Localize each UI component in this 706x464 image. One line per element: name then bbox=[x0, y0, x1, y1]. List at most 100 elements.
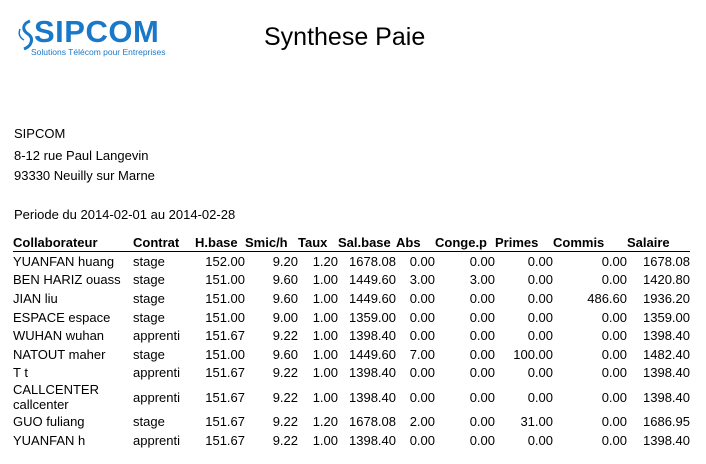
table-row: T t apprenti 151.67 9.22 1.00 1398.40 0.00 0.00… bbox=[13, 364, 690, 383]
col-header: Smic/h bbox=[245, 234, 298, 252]
table-row: ESPACE espace stage 151.00 9.00 1.00 1359.00 0… bbox=[13, 308, 690, 327]
table-cell: apprenti bbox=[133, 389, 180, 405]
table-cell: 1.00 bbox=[312, 389, 338, 405]
table-row: WUHAN wuhan apprenti 151.67 9.22 1.00 1398.40… bbox=[13, 326, 690, 345]
table-header-row: Collaborateur Contrat H.base Smic/h Taux… bbox=[13, 234, 690, 252]
payroll-table: Collaborateur Contrat H.base Smic/h Taux… bbox=[13, 234, 690, 449]
table-cell: 9.00 bbox=[272, 309, 298, 325]
logo-tagline: Solutions Télécom pour Entreprises bbox=[31, 47, 166, 57]
table-cell: 1.00 bbox=[312, 290, 338, 306]
table-cell: 0.00 bbox=[601, 365, 627, 381]
table-cell: 151.00 bbox=[205, 346, 245, 362]
col-header: Collaborateur bbox=[13, 234, 133, 252]
table-cell: 0.00 bbox=[469, 365, 495, 381]
table-cell: 1359.00 bbox=[349, 309, 396, 325]
table-cell: 0.00 bbox=[527, 365, 553, 381]
table-cell: 9.60 bbox=[272, 290, 298, 306]
table-cell: 1449.60 bbox=[349, 290, 396, 306]
table-cell: 1482.40 bbox=[643, 346, 690, 362]
table-cell: 0.00 bbox=[409, 432, 435, 448]
table-cell: 1.00 bbox=[312, 365, 338, 381]
table-row: CALLCENTER callcenter apprenti 151.67 9.22 1… bbox=[13, 382, 690, 412]
table-cell: WUHAN wuhan bbox=[13, 328, 105, 344]
table-cell: 9.22 bbox=[272, 389, 298, 405]
table-cell: 1.00 bbox=[312, 272, 338, 288]
table-cell: 2.00 bbox=[409, 413, 435, 429]
table-cell: 100.00 bbox=[513, 346, 553, 362]
table-cell: 0.00 bbox=[601, 413, 627, 429]
col-header: Conge.p bbox=[435, 234, 495, 252]
table-cell: 1678.08 bbox=[643, 253, 690, 269]
col-header: Commis bbox=[553, 234, 627, 252]
table-cell: 1.00 bbox=[312, 432, 338, 448]
table-cell: 0.00 bbox=[409, 328, 435, 344]
page-title: Synthese Paie bbox=[264, 23, 426, 51]
table-cell: 1678.08 bbox=[349, 413, 396, 429]
table-cell: 0.00 bbox=[469, 328, 495, 344]
table-cell: 1936.20 bbox=[643, 290, 690, 306]
col-header: Taux bbox=[298, 234, 338, 252]
table-cell: YUANFAN huang bbox=[13, 253, 115, 269]
table-cell: 1686.95 bbox=[643, 413, 690, 429]
table-cell: 0.00 bbox=[601, 389, 627, 405]
table-cell: 0.00 bbox=[469, 389, 495, 405]
table-cell: 1398.40 bbox=[349, 432, 396, 448]
table-cell: 1398.40 bbox=[349, 365, 396, 381]
table-cell: 7.00 bbox=[409, 346, 435, 362]
table-cell: 1398.40 bbox=[643, 432, 690, 448]
table-cell: BEN HARIZ ouass bbox=[13, 272, 121, 288]
table-cell: apprenti bbox=[133, 432, 180, 448]
col-header: Contrat bbox=[133, 234, 195, 252]
table-cell: 0.00 bbox=[601, 432, 627, 448]
table-cell: 9.22 bbox=[272, 328, 298, 344]
table-cell: 151.67 bbox=[205, 389, 245, 405]
table-cell: GUO fuliang bbox=[13, 413, 85, 429]
table-cell: 1.00 bbox=[312, 328, 338, 344]
table-cell: stage bbox=[133, 346, 165, 362]
table-cell: 1.20 bbox=[312, 413, 338, 429]
table-cell: stage bbox=[133, 272, 165, 288]
table-cell: 0.00 bbox=[601, 253, 627, 269]
table-cell: 1398.40 bbox=[643, 389, 690, 405]
table-cell: 3.00 bbox=[409, 272, 435, 288]
table-row: YUANFAN h apprenti 151.67 9.22 1.00 1398.40 0.… bbox=[13, 431, 690, 450]
table-cell: apprenti bbox=[133, 365, 180, 381]
table-cell: CALLCENTER callcenter bbox=[13, 382, 99, 413]
table-cell: 1359.00 bbox=[643, 309, 690, 325]
table-cell: 0.00 bbox=[601, 309, 627, 325]
table-row: JIAN liu stage 151.00 9.60 1.00 1449.60 0.00 0.… bbox=[13, 289, 690, 308]
table-cell: 3.00 bbox=[469, 272, 495, 288]
table-cell: T t bbox=[13, 365, 28, 381]
logo-swirl-icon bbox=[18, 19, 33, 51]
table-cell: 0.00 bbox=[601, 328, 627, 344]
table-row: YUANFAN huang stage 152.00 9.20 1.20 1678.08 0… bbox=[13, 252, 690, 271]
table-cell: 0.00 bbox=[527, 432, 553, 448]
table-cell: 151.00 bbox=[205, 309, 245, 325]
col-header: Sal.base bbox=[338, 234, 396, 252]
period-text: Periode du 2014-02-01 au 2014-02-28 bbox=[14, 207, 236, 222]
table-cell: stage bbox=[133, 253, 165, 269]
table-cell: 0.00 bbox=[409, 290, 435, 306]
table-cell: 9.60 bbox=[272, 272, 298, 288]
table-cell: JIAN liu bbox=[13, 290, 58, 306]
table-cell: 0.00 bbox=[527, 253, 553, 269]
table-cell: 9.22 bbox=[272, 432, 298, 448]
table-cell: 9.22 bbox=[272, 413, 298, 429]
table-cell: 9.22 bbox=[272, 365, 298, 381]
table-cell: stage bbox=[133, 309, 165, 325]
logo-text: SIPCOM bbox=[34, 14, 160, 49]
table-cell: 0.00 bbox=[409, 309, 435, 325]
table-cell: 151.67 bbox=[205, 365, 245, 381]
table-cell: 9.60 bbox=[272, 346, 298, 362]
table-cell: 0.00 bbox=[409, 253, 435, 269]
table-cell: 0.00 bbox=[469, 346, 495, 362]
table-cell: 0.00 bbox=[469, 253, 495, 269]
table-cell: 0.00 bbox=[527, 328, 553, 344]
table-cell: 1678.08 bbox=[349, 253, 396, 269]
col-header: H.base bbox=[195, 234, 245, 252]
table-cell: 0.00 bbox=[469, 290, 495, 306]
table-cell: 1398.40 bbox=[643, 365, 690, 381]
table-cell: stage bbox=[133, 413, 165, 429]
table-cell: 0.00 bbox=[527, 272, 553, 288]
table-cell: 9.20 bbox=[272, 253, 298, 269]
